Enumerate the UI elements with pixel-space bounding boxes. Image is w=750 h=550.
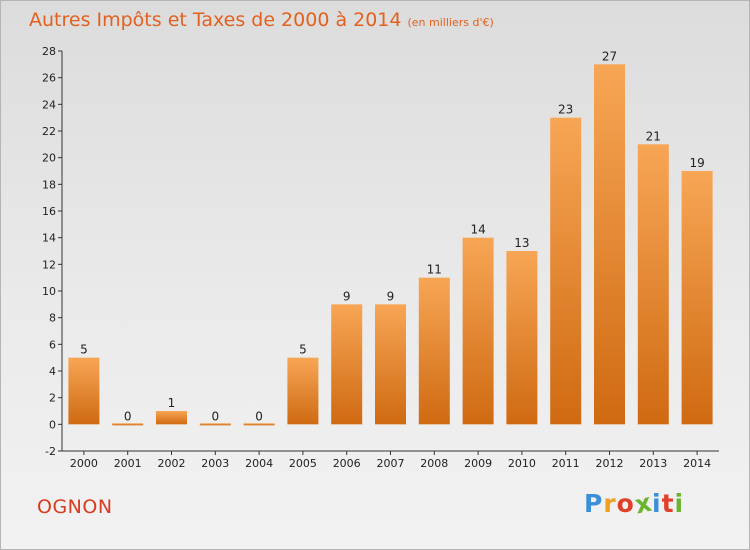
x-tick-label-2007: 2007 bbox=[377, 457, 405, 470]
y-tick-label: 18 bbox=[42, 178, 56, 191]
commune-name: OGNON bbox=[37, 496, 113, 518]
logo-letter: i bbox=[652, 489, 662, 518]
bar-2012 bbox=[594, 64, 625, 425]
logo-letter: o bbox=[616, 489, 635, 518]
data-label-2012: 27 bbox=[602, 49, 617, 63]
y-tick-label: 2 bbox=[49, 392, 56, 405]
y-tick-label: 10 bbox=[42, 285, 56, 298]
bar-2013 bbox=[637, 144, 669, 425]
bar-2000 bbox=[68, 357, 100, 425]
y-tick-label: 4 bbox=[49, 365, 56, 378]
y-tick-label: 22 bbox=[42, 125, 56, 138]
bar-2003 bbox=[199, 423, 231, 426]
bar-2011 bbox=[550, 117, 582, 425]
bar-2001 bbox=[112, 423, 144, 426]
data-label-2004: 0 bbox=[255, 409, 263, 423]
data-label-2013: 21 bbox=[646, 129, 661, 143]
bar-2005 bbox=[287, 357, 319, 425]
x-tick-label-2003: 2003 bbox=[201, 457, 229, 470]
y-tick-label: 0 bbox=[49, 418, 56, 431]
logo-letter: i bbox=[674, 489, 685, 518]
data-label-2000: 5 bbox=[80, 343, 88, 357]
data-label-2006: 9 bbox=[343, 289, 351, 303]
bar-2009 bbox=[462, 237, 494, 425]
y-tick-label: 16 bbox=[42, 205, 56, 218]
x-tick-label-2014: 2014 bbox=[683, 457, 711, 470]
chart-title: Autres Impôts et Taxes de 2000 à 2014 (en… bbox=[29, 9, 494, 31]
y-tick-label: 6 bbox=[49, 338, 56, 351]
x-tick-label-2002: 2002 bbox=[158, 457, 186, 470]
y-tick-label: -2 bbox=[45, 445, 56, 458]
data-label-2008: 11 bbox=[427, 263, 442, 277]
x-tick-label-2001: 2001 bbox=[114, 457, 142, 470]
data-label-2014: 19 bbox=[689, 156, 704, 170]
data-label-2002: 1 bbox=[168, 396, 176, 410]
y-tick-label: 14 bbox=[42, 232, 56, 245]
logo-letter: P bbox=[584, 489, 604, 518]
x-tick-label-2009: 2009 bbox=[464, 457, 492, 470]
y-tick-label: 12 bbox=[42, 258, 56, 271]
data-label-2010: 13 bbox=[514, 236, 529, 250]
data-label-2009: 14 bbox=[470, 223, 485, 237]
bar-2002 bbox=[156, 411, 187, 425]
data-label-2003: 0 bbox=[211, 409, 219, 423]
proxiti-logo: Proxiti bbox=[584, 488, 685, 520]
data-label-2001: 0 bbox=[124, 409, 132, 423]
y-tick-label: 28 bbox=[42, 45, 56, 58]
bar-2004 bbox=[243, 423, 275, 426]
y-tick-label: 26 bbox=[42, 72, 56, 85]
data-label-2007: 9 bbox=[387, 289, 395, 303]
bar-2006 bbox=[331, 304, 363, 425]
logo-letter: r bbox=[603, 489, 617, 518]
x-tick-label-2010: 2010 bbox=[508, 457, 536, 470]
data-label-2011: 23 bbox=[558, 103, 573, 117]
x-tick-label-2005: 2005 bbox=[289, 457, 317, 470]
y-tick-label: 24 bbox=[42, 98, 56, 111]
chart-title-main: Autres Impôts et Taxes de 2000 à 2014 bbox=[29, 9, 402, 31]
x-tick-label-2006: 2006 bbox=[333, 457, 361, 470]
bar-2007 bbox=[375, 304, 406, 425]
x-tick-label-2013: 2013 bbox=[639, 457, 667, 470]
x-tick-label-2004: 2004 bbox=[245, 457, 273, 470]
x-tick-label-2012: 2012 bbox=[596, 457, 624, 470]
y-tick-label: 8 bbox=[49, 312, 56, 325]
bar-2008 bbox=[418, 277, 450, 425]
x-tick-label-2008: 2008 bbox=[420, 457, 448, 470]
bar-2010 bbox=[506, 251, 538, 425]
chart-subtitle: (en milliers d'€) bbox=[407, 16, 494, 29]
bar-2014 bbox=[681, 171, 713, 425]
y-tick-label: 20 bbox=[42, 152, 56, 165]
logo-letter: t bbox=[661, 489, 675, 518]
x-tick-label-2011: 2011 bbox=[552, 457, 580, 470]
data-label-2005: 5 bbox=[299, 343, 307, 357]
x-tick-label-2000: 2000 bbox=[70, 457, 98, 470]
